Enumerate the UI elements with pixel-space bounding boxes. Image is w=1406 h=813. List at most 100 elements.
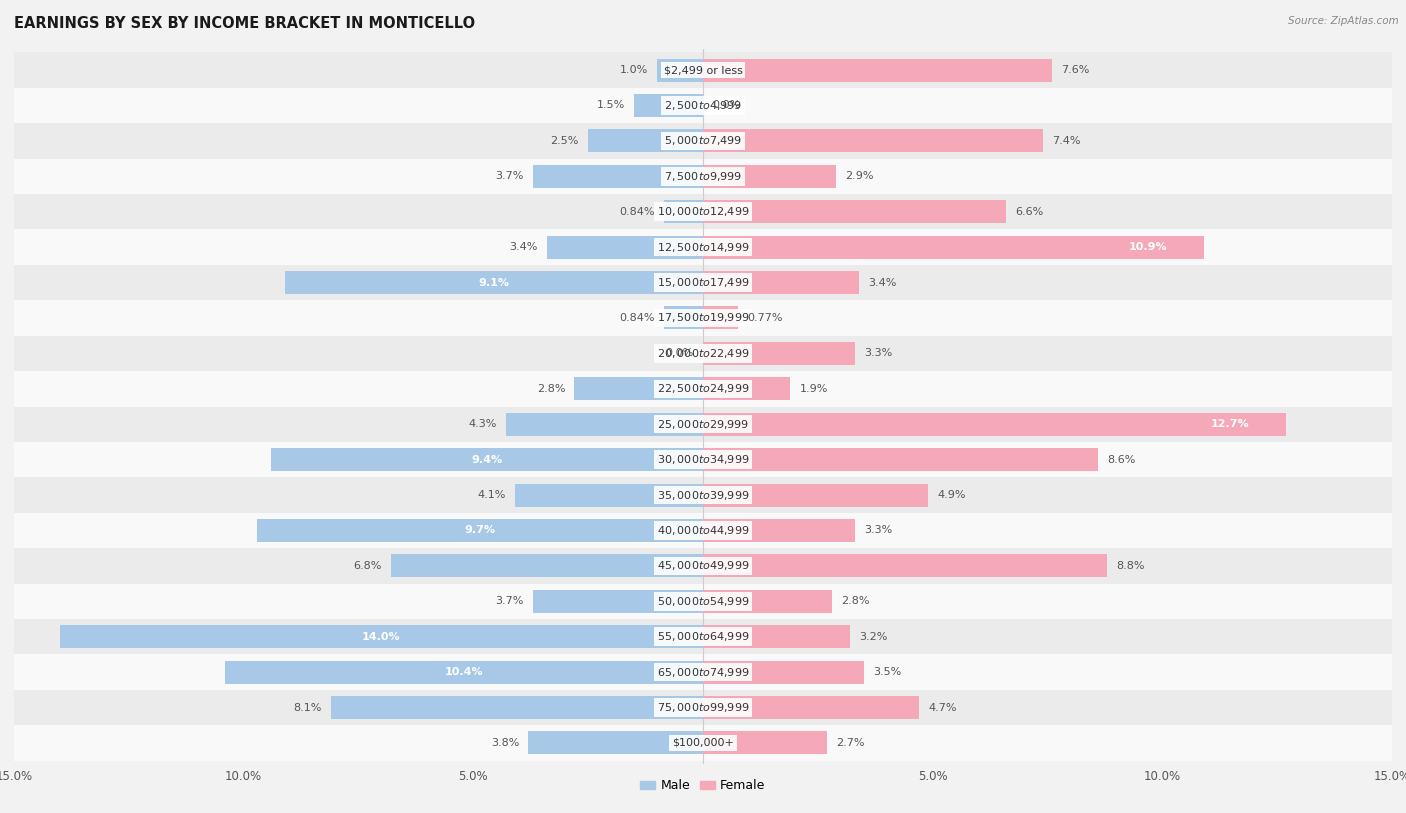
Text: 3.7%: 3.7% (495, 172, 524, 181)
Text: $15,000 to $17,499: $15,000 to $17,499 (657, 276, 749, 289)
Bar (657, 59, 703, 81)
Text: 4.3%: 4.3% (468, 420, 496, 429)
Text: 3.3%: 3.3% (863, 349, 891, 359)
Text: 6.8%: 6.8% (353, 561, 381, 571)
Bar (703, 661, 863, 684)
Bar (225, 661, 703, 684)
Bar (703, 377, 790, 400)
Bar (0, 725, 1406, 761)
Text: 4.9%: 4.9% (938, 490, 966, 500)
Text: 4.7%: 4.7% (928, 702, 956, 712)
Bar (665, 200, 703, 224)
Bar (515, 484, 703, 506)
Text: 4.1%: 4.1% (477, 490, 506, 500)
Bar (330, 696, 703, 719)
Text: $22,500 to $24,999: $22,500 to $24,999 (657, 382, 749, 395)
Bar (703, 732, 827, 754)
Bar (0, 442, 1406, 477)
Bar (0, 513, 1406, 548)
Text: $17,500 to $19,999: $17,500 to $19,999 (657, 311, 749, 324)
Text: $100,000+: $100,000+ (672, 738, 734, 748)
Text: Source: ZipAtlas.com: Source: ZipAtlas.com (1288, 16, 1399, 26)
Text: 12.7%: 12.7% (1211, 420, 1250, 429)
Bar (703, 59, 1052, 81)
Text: EARNINGS BY SEX BY INCOME BRACKET IN MONTICELLO: EARNINGS BY SEX BY INCOME BRACKET IN MON… (14, 16, 475, 31)
Bar (703, 413, 1286, 436)
Text: $20,000 to $22,499: $20,000 to $22,499 (657, 347, 749, 360)
Bar (547, 236, 703, 259)
Text: $25,000 to $29,999: $25,000 to $29,999 (657, 418, 749, 431)
Text: 3.4%: 3.4% (869, 277, 897, 288)
Bar (588, 129, 703, 152)
Bar (285, 271, 703, 294)
Text: 7.6%: 7.6% (1062, 65, 1090, 75)
Text: 0.84%: 0.84% (620, 207, 655, 217)
Text: $5,000 to $7,499: $5,000 to $7,499 (664, 134, 742, 147)
Bar (703, 519, 855, 542)
Text: 9.1%: 9.1% (478, 277, 509, 288)
Bar (0, 229, 1406, 265)
Text: 8.8%: 8.8% (1116, 561, 1144, 571)
Bar (703, 307, 738, 329)
Text: 1.9%: 1.9% (800, 384, 828, 393)
Text: 1.5%: 1.5% (596, 101, 624, 111)
Bar (529, 732, 703, 754)
Bar (0, 654, 1406, 690)
Text: 3.5%: 3.5% (873, 667, 901, 677)
Bar (703, 589, 831, 613)
Text: $7,500 to $9,999: $7,500 to $9,999 (664, 170, 742, 183)
Text: 9.7%: 9.7% (465, 525, 496, 536)
Bar (665, 307, 703, 329)
Bar (703, 696, 920, 719)
Bar (0, 477, 1406, 513)
Text: 3.8%: 3.8% (491, 738, 519, 748)
Bar (391, 554, 703, 577)
Text: 10.9%: 10.9% (1128, 242, 1167, 252)
Text: $45,000 to $49,999: $45,000 to $49,999 (657, 559, 749, 572)
Bar (0, 371, 1406, 406)
Bar (533, 589, 703, 613)
Text: 0.0%: 0.0% (665, 349, 693, 359)
Text: 3.4%: 3.4% (509, 242, 537, 252)
Text: 3.2%: 3.2% (859, 632, 887, 641)
Bar (0, 88, 1406, 123)
Text: 6.6%: 6.6% (1015, 207, 1043, 217)
Bar (0, 619, 1406, 654)
Bar (703, 625, 851, 648)
Bar (257, 519, 703, 542)
Legend: Male, Female: Male, Female (636, 774, 770, 798)
Bar (703, 236, 1204, 259)
Text: $12,500 to $14,999: $12,500 to $14,999 (657, 241, 749, 254)
Bar (0, 52, 1406, 88)
Text: $75,000 to $99,999: $75,000 to $99,999 (657, 701, 749, 714)
Text: $2,499 or less: $2,499 or less (664, 65, 742, 75)
Bar (0, 159, 1406, 194)
Bar (0, 194, 1406, 229)
Bar (575, 377, 703, 400)
Text: 2.5%: 2.5% (551, 136, 579, 146)
Bar (0, 690, 1406, 725)
Bar (60, 625, 703, 648)
Text: 0.0%: 0.0% (713, 101, 741, 111)
Text: 1.0%: 1.0% (620, 65, 648, 75)
Text: $55,000 to $64,999: $55,000 to $64,999 (657, 630, 749, 643)
Bar (703, 129, 1043, 152)
Bar (0, 548, 1406, 584)
Text: 2.9%: 2.9% (845, 172, 875, 181)
Bar (703, 554, 1107, 577)
Bar (634, 94, 703, 117)
Text: 2.8%: 2.8% (841, 596, 869, 606)
Bar (506, 413, 703, 436)
Text: 0.84%: 0.84% (620, 313, 655, 323)
Text: $40,000 to $44,999: $40,000 to $44,999 (657, 524, 749, 537)
Text: 9.4%: 9.4% (471, 454, 503, 464)
Text: 14.0%: 14.0% (363, 632, 401, 641)
Bar (533, 165, 703, 188)
Bar (703, 484, 928, 506)
Text: $65,000 to $74,999: $65,000 to $74,999 (657, 666, 749, 679)
Text: 3.3%: 3.3% (863, 525, 891, 536)
Text: $50,000 to $54,999: $50,000 to $54,999 (657, 595, 749, 608)
Bar (0, 336, 1406, 371)
Bar (0, 300, 1406, 336)
Text: 10.4%: 10.4% (444, 667, 484, 677)
